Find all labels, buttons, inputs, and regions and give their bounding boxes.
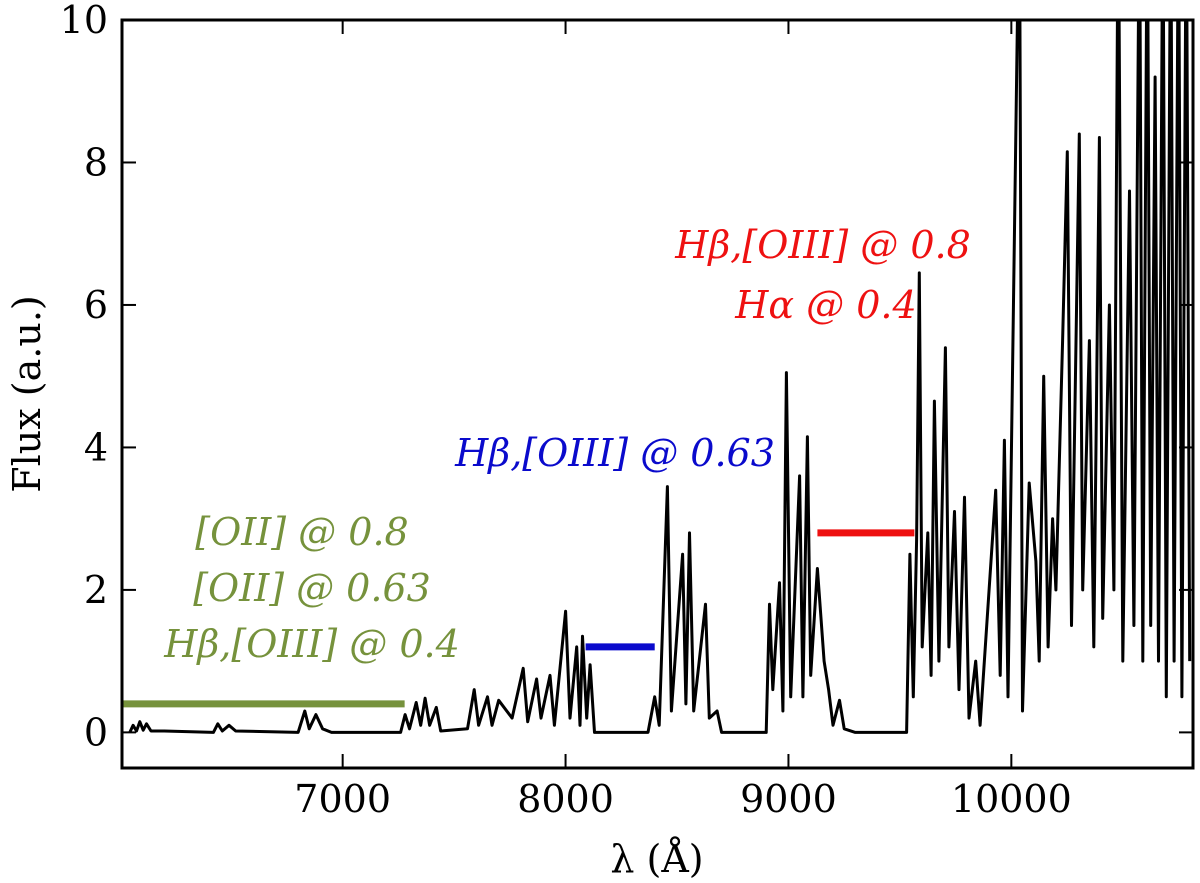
y-tick-label: 6 (84, 283, 108, 327)
annotation: [OII] @ 0.63 (193, 566, 431, 610)
annotation: Hα @ 0.4 (734, 283, 916, 327)
annotation: Hβ,[OIII] @ 0.8 (674, 223, 971, 267)
x-tick-label: 9000 (740, 777, 837, 821)
y-tick-label: 0 (84, 710, 108, 754)
x-tick-label: 10000 (951, 777, 1072, 821)
annotation: [OII] @ 0.8 (195, 510, 408, 554)
x-tick-label: 8000 (517, 777, 614, 821)
y-tick-label: 4 (84, 425, 108, 469)
y-axis-label: Flux (a.u.) (5, 295, 49, 492)
y-tick-label: 10 (60, 0, 108, 42)
y-tick-label: 2 (84, 568, 108, 612)
annotation: Hβ,[OIII] @ 0.4 (163, 622, 460, 666)
plot-frame (120, 18, 1195, 770)
x-tick-label: 7000 (294, 777, 391, 821)
y-tick-label: 8 (84, 140, 108, 184)
annotation: Hβ,[OIII] @ 0.63 (454, 431, 775, 475)
x-axis-label: λ (Å) (610, 837, 703, 881)
spectrum-line (128, 20, 1192, 734)
plot-content (122, 20, 1192, 734)
